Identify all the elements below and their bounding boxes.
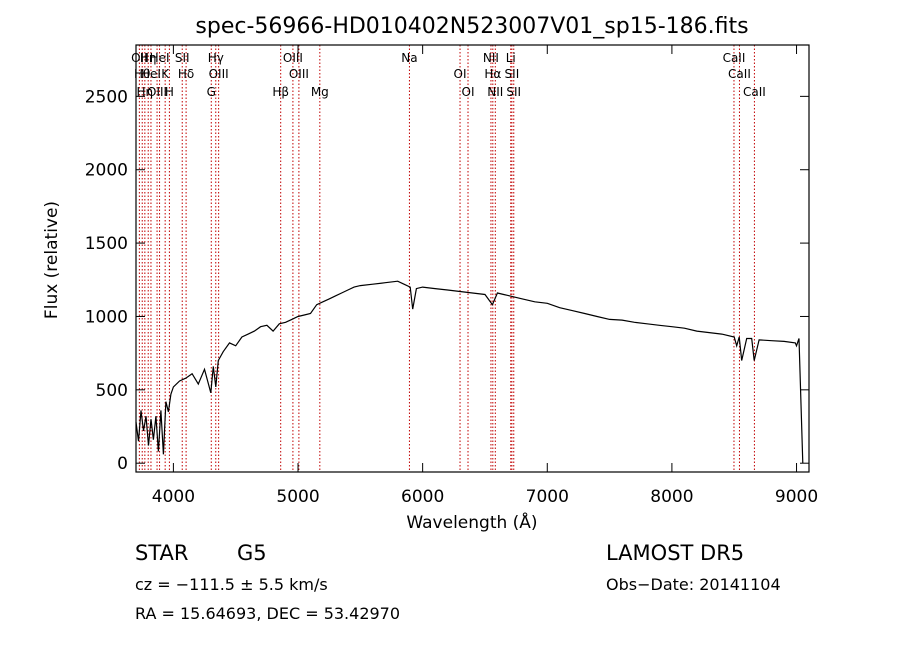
- x-tick-label-0: 4000: [152, 487, 195, 507]
- line-marker-label-29: CaII: [743, 85, 766, 99]
- x-tick-label-4: 8000: [650, 487, 693, 507]
- line-marker-label-17: Mg: [311, 85, 329, 99]
- line-marker-label-28: CaII: [728, 67, 751, 81]
- y-tick-label-2: 1000: [85, 307, 128, 327]
- line-marker-label-19: OI: [454, 67, 467, 81]
- line-marker-labels: OIIHθHηHηHeIOIIIHeIKHSIIHδGHγOIIIHβOIIIO…: [131, 51, 766, 99]
- object-subclass: G5: [237, 541, 267, 565]
- spectrum-line: [135, 280, 804, 464]
- line-marker-label-14: Hβ: [272, 85, 289, 99]
- x-tick-label-5: 9000: [775, 487, 818, 507]
- y-axis-label: Flux (relative): [42, 201, 62, 319]
- y-tick-label-4: 2000: [85, 161, 128, 181]
- line-marker-label-13: OIII: [209, 67, 229, 81]
- x-tick-label-2: 6000: [401, 487, 444, 507]
- observation-date: Obs−Date: 20141104: [606, 575, 781, 594]
- line-marker-label-25: SII: [505, 67, 520, 81]
- y-tick-label-0: 0: [117, 454, 128, 474]
- line-marker-label-20: OI: [462, 85, 475, 99]
- object-class: STAR: [135, 541, 188, 565]
- y-tick-label-1: 500: [96, 381, 128, 401]
- line-marker-label-24: Li: [506, 51, 516, 65]
- line-marker-label-4: HeI: [141, 67, 161, 81]
- line-marker-label-8: H: [165, 85, 174, 99]
- survey-name: LAMOST DR5: [606, 541, 744, 565]
- line-marker-label-1: Hθ: [134, 67, 150, 81]
- x-axis-label: Wavelength (Å): [406, 511, 537, 533]
- redshift-info: cz = −111.5 ± 5.5 km/s: [135, 575, 328, 594]
- x-tick-label-1: 5000: [276, 487, 319, 507]
- y-axis-ticks: 0 500 1000 1500 2000 2500: [85, 87, 809, 474]
- line-marker-label-9: SII: [175, 51, 190, 65]
- line-marker-label-16: OIII: [289, 67, 309, 81]
- line-marker-label-22: Hα: [484, 67, 501, 81]
- line-marker-label-18: Na: [401, 51, 417, 65]
- plot-frame: [135, 44, 810, 473]
- line-marker-label-27: CaII: [723, 51, 746, 65]
- line-marker-label-2: Hη: [137, 85, 154, 99]
- line-marker-label-12: Hγ: [208, 51, 224, 65]
- x-tick-label-3: 7000: [526, 487, 569, 507]
- chart-title: spec-56966-HD010402N523007V01_sp15-186.f…: [195, 14, 748, 39]
- line-marker-label-6: HeI: [150, 51, 170, 65]
- line-marker-label-5: OIII: [147, 85, 167, 99]
- x-axis-ticks: 4000 5000 6000 7000 8000 9000: [152, 45, 818, 507]
- line-marker-label-3: Hη: [140, 51, 157, 65]
- coordinates: RA = 15.64693, DEC = 53.42970: [135, 604, 400, 623]
- line-marker-label-26: SII: [506, 85, 521, 99]
- y-tick-label-3: 1500: [85, 234, 128, 254]
- line-marker-label-23: NII: [487, 85, 503, 99]
- line-marker-label-11: G: [207, 85, 216, 99]
- line-marker-label-21: NII: [483, 51, 499, 65]
- line-marker-label-10: Hδ: [178, 67, 194, 81]
- line-marker-label-15: OIII: [283, 51, 303, 65]
- line-marker-label-7: K: [161, 67, 170, 81]
- y-tick-label-5: 2500: [85, 87, 128, 107]
- line-marker-label-0: OII: [131, 51, 148, 65]
- line-markers: [138, 45, 755, 472]
